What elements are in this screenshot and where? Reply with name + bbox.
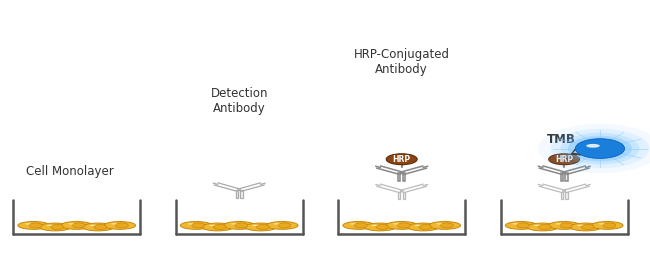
Ellipse shape [429,222,460,229]
Text: HRP: HRP [555,155,573,164]
Ellipse shape [586,144,600,148]
Ellipse shape [372,225,377,226]
Circle shape [376,224,389,230]
Ellipse shape [68,223,74,224]
Circle shape [116,223,128,228]
Ellipse shape [245,223,276,231]
Circle shape [560,133,640,164]
Ellipse shape [90,225,96,226]
Ellipse shape [408,223,439,231]
Ellipse shape [577,225,583,226]
Ellipse shape [224,222,255,229]
Circle shape [51,224,64,230]
Circle shape [235,223,248,228]
Ellipse shape [209,225,215,226]
Circle shape [551,129,649,168]
Ellipse shape [512,223,518,224]
Ellipse shape [350,223,356,224]
Bar [561,192,563,199]
Bar [403,192,405,199]
Ellipse shape [40,223,71,231]
Ellipse shape [527,223,558,231]
Ellipse shape [386,154,417,165]
Text: HRP: HRP [393,155,411,164]
Ellipse shape [274,223,280,224]
Bar [398,192,400,199]
Ellipse shape [534,225,540,226]
Circle shape [73,223,85,228]
Ellipse shape [386,222,417,229]
Circle shape [192,223,205,228]
Ellipse shape [436,223,442,224]
Ellipse shape [266,222,298,229]
Text: TMB: TMB [547,133,575,146]
Circle shape [517,223,530,228]
Ellipse shape [18,222,49,229]
Ellipse shape [592,222,623,229]
Ellipse shape [83,223,114,231]
Ellipse shape [104,222,135,229]
Circle shape [257,224,269,230]
Circle shape [29,223,42,228]
Circle shape [441,223,453,228]
Ellipse shape [343,222,374,229]
Ellipse shape [415,225,421,226]
Circle shape [398,223,410,228]
Circle shape [354,223,367,228]
Circle shape [560,223,573,228]
Circle shape [213,224,226,230]
Bar [566,173,567,181]
Ellipse shape [47,225,52,226]
Ellipse shape [599,223,604,224]
Ellipse shape [365,223,396,231]
Bar [240,190,242,198]
Bar [403,173,405,181]
Bar [561,173,563,181]
Ellipse shape [231,223,237,224]
Circle shape [94,224,107,230]
Ellipse shape [25,223,31,224]
Ellipse shape [556,223,562,224]
Ellipse shape [111,223,117,224]
Circle shape [278,223,291,228]
Ellipse shape [570,223,601,231]
Circle shape [603,223,616,228]
Ellipse shape [252,225,258,226]
Circle shape [538,224,551,230]
Ellipse shape [181,222,212,229]
Circle shape [419,224,432,230]
Circle shape [575,139,625,158]
Circle shape [568,136,632,161]
Ellipse shape [202,223,233,231]
Ellipse shape [506,222,537,229]
Text: HRP-Conjugated
Antibody: HRP-Conjugated Antibody [354,48,450,76]
Bar [236,190,238,198]
Bar [398,173,400,181]
Text: Detection
Antibody: Detection Antibody [211,87,268,115]
Circle shape [582,224,594,230]
Ellipse shape [187,223,193,224]
Ellipse shape [393,223,399,224]
Text: Cell Monolayer: Cell Monolayer [26,165,114,178]
Bar [566,192,567,199]
Circle shape [538,124,650,173]
Ellipse shape [61,222,92,229]
Ellipse shape [549,222,580,229]
Ellipse shape [549,154,580,165]
